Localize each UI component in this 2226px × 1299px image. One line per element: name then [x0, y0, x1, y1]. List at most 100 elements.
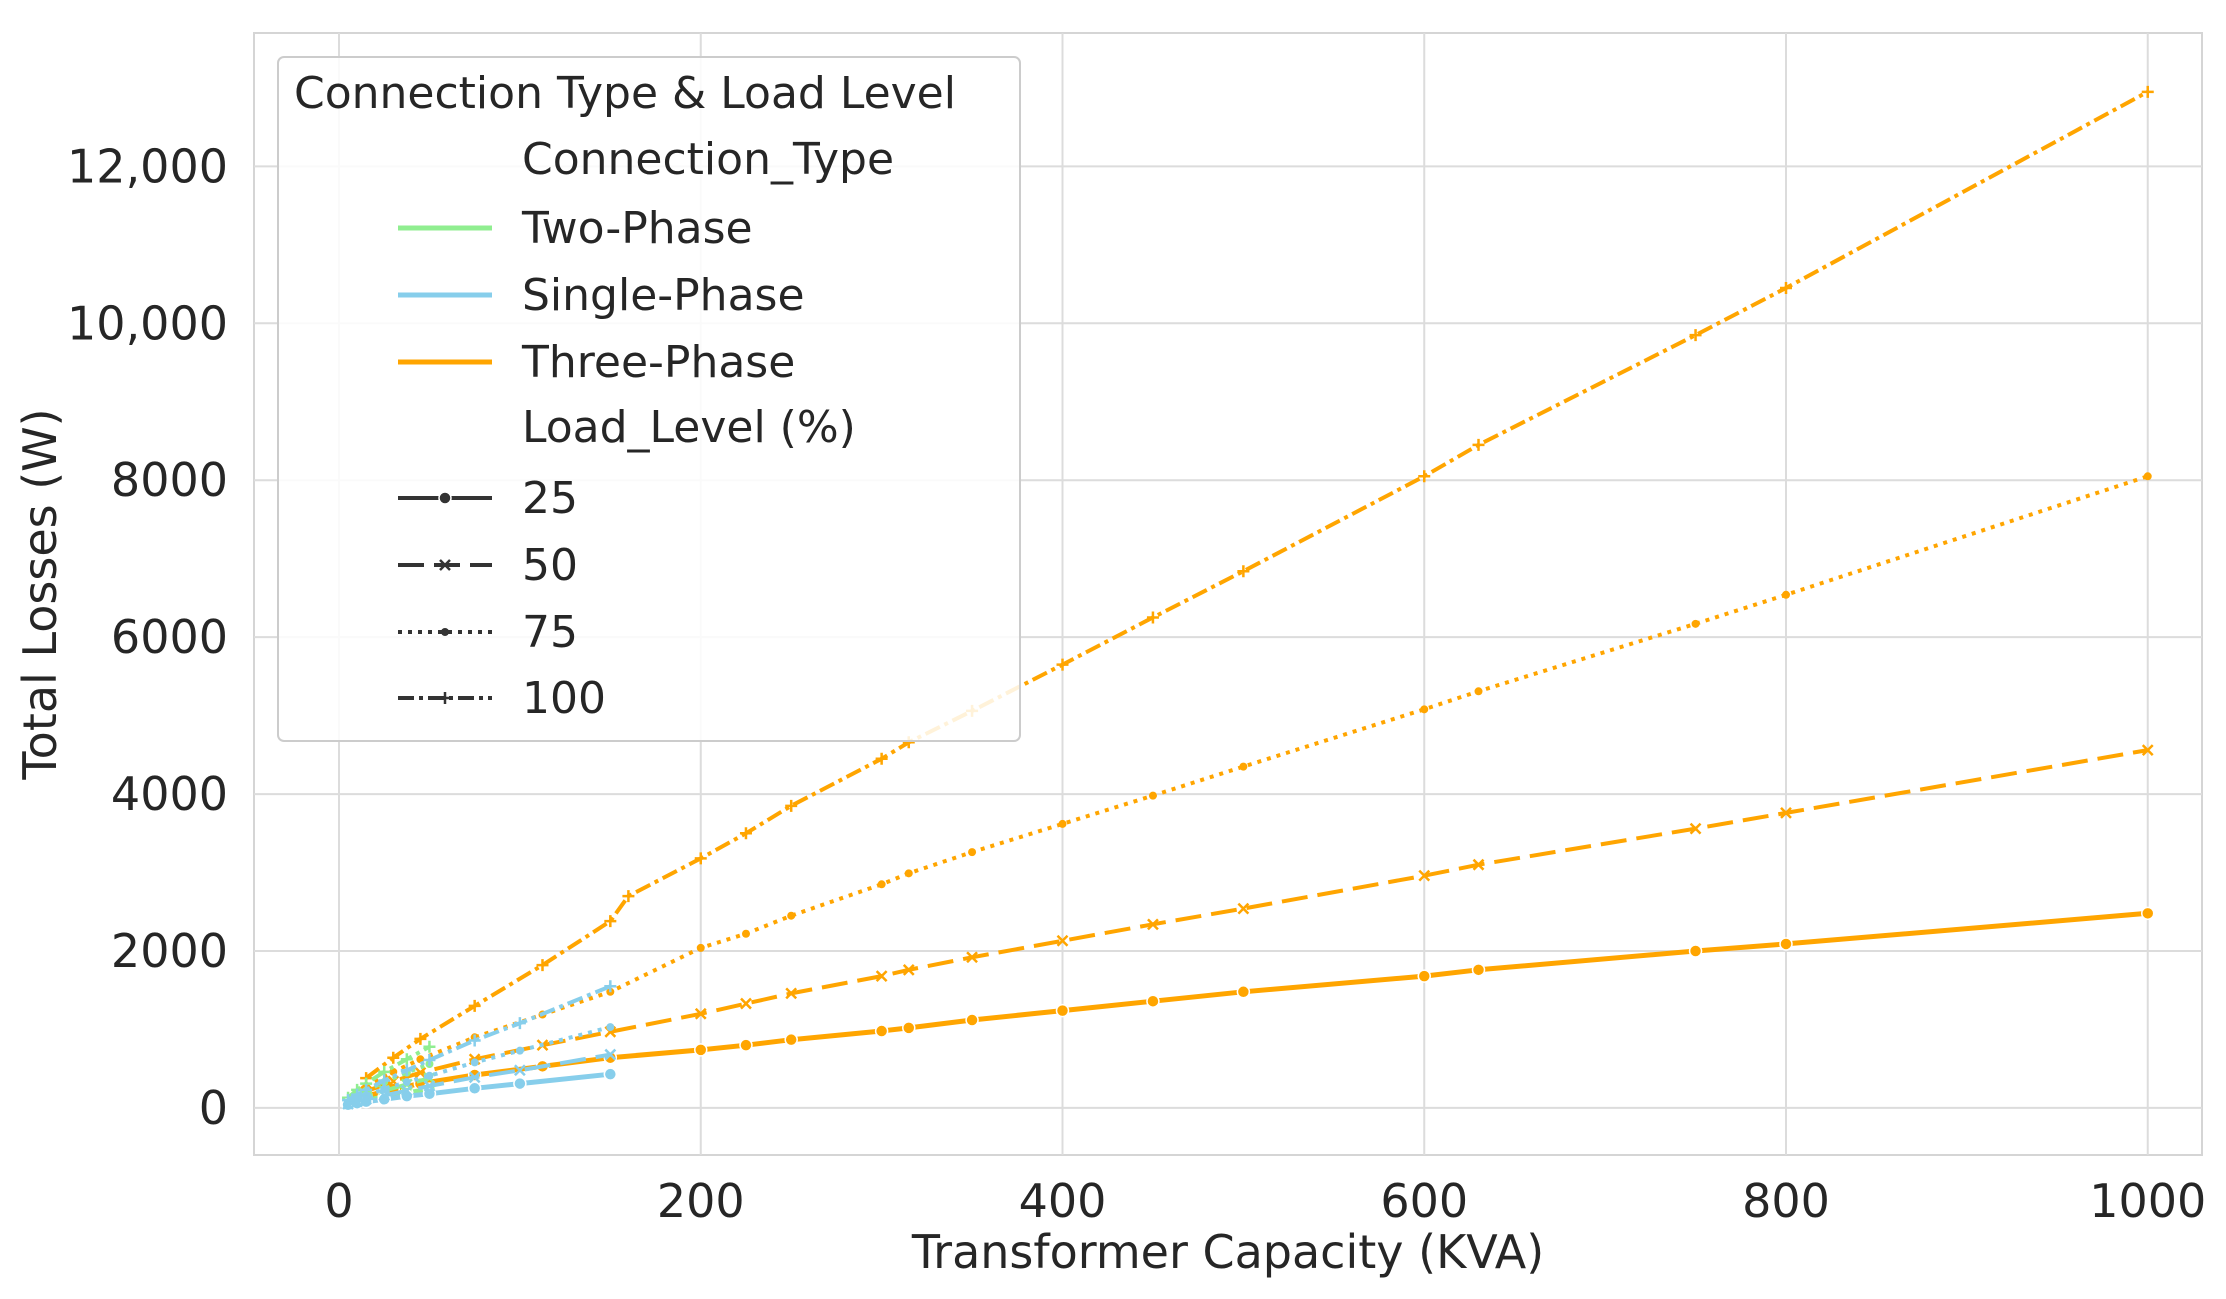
y-tick-label: 2000 [111, 924, 228, 978]
data-point [1237, 902, 1250, 915]
data-point [739, 827, 752, 840]
data-point [1058, 819, 1067, 828]
data-point [1471, 963, 1486, 977]
data-point [1056, 934, 1069, 947]
data-point [468, 1034, 481, 1047]
series-single-phase-75 [344, 1023, 615, 1107]
data-point [785, 799, 798, 812]
data-point [1146, 994, 1160, 1008]
data-point [468, 999, 481, 1012]
data-point [423, 1040, 436, 1053]
y-axis-title: Total Losses (W) [13, 408, 67, 780]
series-line [365, 910, 2148, 1099]
data-point [1417, 969, 1431, 983]
legend-hue-label: Three-Phase [521, 337, 795, 388]
data-point [877, 880, 886, 889]
data-point [1689, 329, 1702, 342]
series-layer [341, 85, 2155, 1112]
y-tick-label: 10,000 [67, 296, 228, 350]
data-point [378, 1089, 391, 1102]
legend-style-label: 75 [522, 607, 578, 658]
series-line [365, 474, 2149, 1089]
x-tick-label: 600 [1380, 1174, 1468, 1228]
data-point [739, 1038, 753, 1052]
data-point [741, 929, 750, 938]
legend-hue-label: Single-Phase [522, 270, 805, 321]
data-point [784, 1032, 798, 1047]
legend-style-label: 25 [522, 473, 578, 524]
x-tick-label: 400 [1019, 1174, 1107, 1228]
data-point [603, 1067, 618, 1081]
legend-hue-label: Two-Phase [521, 203, 753, 254]
legend-hue-entries: Two-Phase Single-Phase Three-Phase [398, 203, 805, 388]
x-tick-label: 800 [1742, 1174, 1830, 1228]
data-point [1147, 918, 1159, 931]
data-point [2141, 744, 2154, 757]
data-point [515, 1046, 524, 1055]
x-tick-label: 200 [657, 1174, 745, 1228]
legend-style-label: 50 [522, 540, 578, 591]
legend-title: Connection Type & Load Level [294, 68, 956, 119]
data-point [1781, 590, 1790, 599]
data-point [604, 915, 617, 928]
data-point [342, 1094, 355, 1107]
data-point [904, 869, 913, 878]
data-point [606, 1023, 615, 1032]
legend: Connection Type & Load Level Connection_… [277, 56, 1021, 742]
data-point [1472, 438, 1485, 451]
data-point [1418, 869, 1431, 882]
data-point [1148, 791, 1157, 800]
data-point [1779, 282, 1792, 294]
data-point [378, 1074, 391, 1087]
y-tick-label: 0 [199, 1081, 228, 1135]
data-point [441, 628, 449, 636]
y-tick-label: 8000 [111, 453, 228, 507]
data-point [1474, 687, 1483, 696]
data-point [513, 1064, 526, 1077]
data-point [387, 1051, 400, 1064]
data-point [1689, 822, 1702, 835]
tick-labels: 0 200 400 600 800 1000 0 2000 4000 6000 8000 10,000… [67, 139, 2206, 1228]
data-point [696, 943, 705, 952]
data-point [965, 1013, 979, 1027]
data-point [1691, 619, 1700, 628]
data-point [694, 1043, 708, 1057]
data-point [380, 1085, 389, 1094]
data-point [2141, 85, 2154, 98]
data-point [1236, 985, 1251, 999]
data-point [423, 1054, 436, 1067]
data-point [902, 963, 915, 976]
data-point [1688, 944, 1703, 958]
legend-style-entries: 25 50 75 100 [398, 473, 606, 724]
data-point [438, 491, 452, 505]
data-point [694, 852, 707, 865]
data-point [1237, 565, 1250, 578]
data-point [400, 1064, 413, 1077]
data-point [439, 559, 451, 571]
data-point [902, 1021, 916, 1035]
data-point [351, 1088, 364, 1101]
data-point [1472, 858, 1485, 871]
data-point [1055, 1003, 1070, 1018]
data-point [513, 1076, 527, 1091]
data-point [875, 752, 888, 765]
data-point [402, 1078, 411, 1087]
data-point [694, 1007, 707, 1020]
series-three-phase-100 [360, 85, 2154, 1085]
legend-hue-header: Connection_Type [522, 134, 894, 185]
data-point [468, 1071, 481, 1084]
y-tick-label: 6000 [111, 610, 228, 664]
data-point [400, 1084, 413, 1097]
data-point [423, 1080, 436, 1092]
data-point [400, 1053, 413, 1066]
data-point [513, 1017, 526, 1030]
data-point [1239, 762, 1248, 771]
data-point [425, 1071, 434, 1080]
data-point [1779, 937, 1793, 951]
x-tick-label: 1000 [2089, 1174, 2206, 1228]
data-point [622, 890, 635, 903]
data-point [785, 987, 798, 1000]
legend-style-label: 100 [522, 673, 606, 724]
data-point [2143, 472, 2152, 481]
x-axis-title: Transformer Capacity (KVA) [911, 1225, 1544, 1279]
